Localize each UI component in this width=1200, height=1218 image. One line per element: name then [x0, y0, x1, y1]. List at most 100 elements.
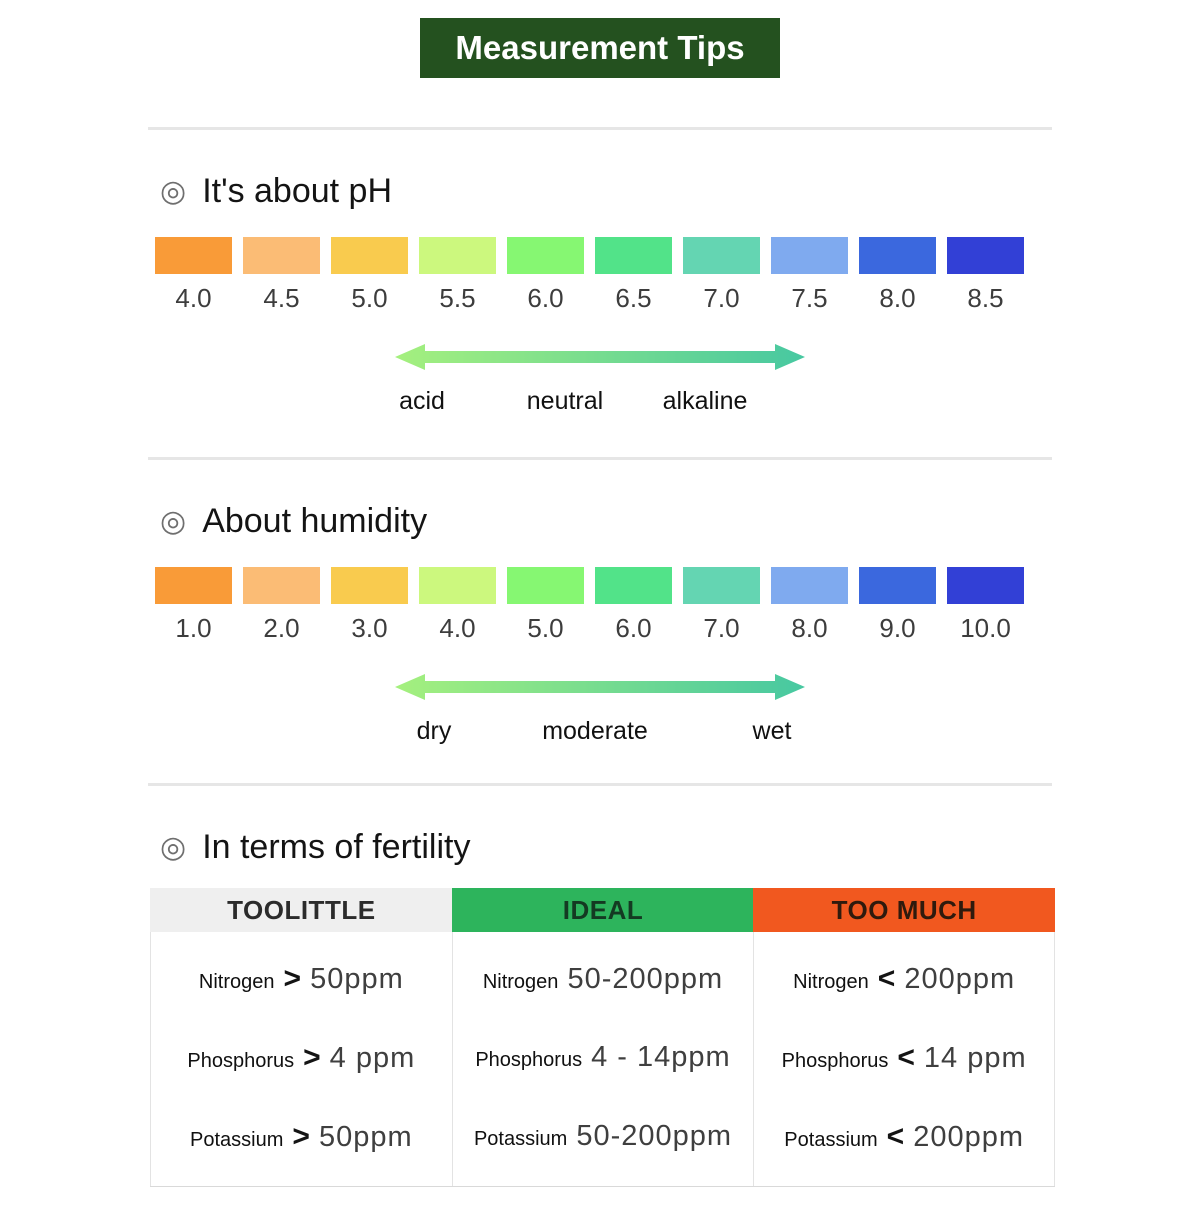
scale-value-label: 3.0 — [351, 613, 388, 643]
scale-cell: 5.0 — [507, 567, 584, 644]
comparison-operator: > — [283, 962, 302, 996]
nutrient-value: 4 - 14ppm — [591, 1041, 731, 1074]
color-swatch — [507, 237, 584, 274]
page-title-banner: Measurement Tips — [420, 18, 780, 78]
color-swatch — [155, 237, 232, 274]
color-swatch — [595, 237, 672, 274]
section-fertility-title: In terms of fertility — [202, 828, 471, 866]
nutrient-value: 50-200ppm — [567, 962, 724, 995]
color-swatch — [683, 567, 760, 604]
scale-cell: 8.5 — [947, 237, 1024, 314]
nutrient-label: Potassium — [784, 1128, 878, 1151]
nutrient-label: Nitrogen — [198, 971, 275, 994]
scale-cell: 8.0 — [859, 237, 936, 314]
scale-value-label: 6.5 — [615, 283, 652, 313]
nutrient-row: Potassium 50-200ppm — [453, 1120, 754, 1153]
scale-cell: 9.0 — [859, 567, 936, 644]
color-swatch — [771, 237, 848, 274]
scale-value-label: 7.0 — [703, 283, 740, 313]
section-ph-title: It's about pH — [202, 172, 393, 210]
section-humidity-heading: ◎ About humidity — [160, 502, 1052, 541]
section-divider — [148, 457, 1052, 460]
color-swatch — [419, 567, 496, 604]
scale-value-label: 1.0 — [175, 613, 212, 643]
nutrient-row: Potassium >50ppm — [151, 1120, 452, 1154]
scale-cell: 8.0 — [771, 567, 848, 644]
scale-value-label: 5.0 — [527, 613, 564, 643]
nutrient-value: 14 ppm — [923, 1041, 1027, 1074]
color-swatch — [331, 237, 408, 274]
nutrient-label: Phosphorus — [781, 1049, 889, 1072]
fertility-column-header: TOOLITTLE — [150, 888, 453, 932]
scale-cell: 2.0 — [243, 567, 320, 644]
scale-value-label: 9.0 — [879, 613, 916, 643]
color-swatch — [859, 237, 936, 274]
scale-cell: 5.0 — [331, 237, 408, 314]
humidity-color-scale: 1.0 2.0 3.0 4.0 5.0 6.0 7.0 8.0 9.0 10.0 — [155, 567, 1052, 644]
fertility-column-header: IDEAL — [451, 888, 755, 932]
humidity-range-arrow: dry moderate wet — [395, 672, 805, 751]
nutrient-row: Phosphorus 4 - 14ppm — [453, 1041, 754, 1074]
scale-cell: 7.0 — [683, 237, 760, 314]
section-humidity-title: About humidity — [202, 502, 428, 540]
scale-cell: 7.5 — [771, 237, 848, 314]
section-fertility: ◎ In terms of fertility TOOLITTLE Nitroge… — [148, 828, 1055, 1187]
section-divider — [148, 783, 1052, 786]
fertility-column-body: Nitrogen 50-200ppm Phosphorus 4 - 14ppm Pota… — [452, 932, 754, 1186]
scale-cell: 4.0 — [419, 567, 496, 644]
nutrient-row: Nitrogen >50ppm — [151, 962, 452, 996]
color-swatch — [947, 237, 1024, 274]
color-swatch — [243, 237, 320, 274]
color-swatch — [331, 567, 408, 604]
nutrient-label: Potassium — [473, 1128, 568, 1151]
ph-color-scale: 4.0 4.5 5.0 5.5 6.0 6.5 7.0 7.5 8.0 8.5 — [155, 237, 1052, 314]
comparison-operator: > — [303, 1040, 321, 1074]
section-divider — [148, 127, 1052, 130]
scale-value-label: 2.0 — [263, 613, 300, 643]
scale-cell: 4.0 — [155, 237, 232, 314]
nutrient-row: Potassium <200ppm — [754, 1120, 1054, 1154]
nutrient-label: Potassium — [190, 1128, 284, 1151]
color-swatch — [507, 567, 584, 604]
color-swatch — [683, 237, 760, 274]
scale-value-label: 8.0 — [879, 283, 916, 313]
humidity-axis-labels: dry moderate wet — [395, 717, 805, 751]
ph-axis-labels: acid neutral alkaline — [395, 387, 805, 421]
scale-value-label: 4.0 — [439, 613, 476, 643]
color-swatch — [243, 567, 320, 604]
bullseye-icon: ◎ — [160, 174, 187, 208]
fertility-column-body: Nitrogen <200ppm Phosphorus <14 ppm Potassiu… — [754, 932, 1054, 1186]
bullseye-icon: ◎ — [160, 504, 187, 538]
fertility-column-body: Nitrogen >50ppm Phosphorus >4 ppm Potassium >… — [151, 932, 452, 1186]
nutrient-value: 200ppm — [904, 963, 1016, 996]
double-arrow-icon — [395, 674, 805, 700]
scale-value-label: 6.0 — [527, 283, 564, 313]
scale-cell: 1.0 — [155, 567, 232, 644]
scale-cell: 10.0 — [947, 567, 1024, 644]
nutrient-label: Nitrogen — [793, 971, 869, 994]
humidity-axis-label-wet: wet — [752, 717, 792, 745]
scale-value-label: 10.0 — [960, 613, 1011, 643]
scale-cell: 7.0 — [683, 567, 760, 644]
nutrient-value: 200ppm — [913, 1120, 1025, 1153]
scale-cell: 3.0 — [331, 567, 408, 644]
humidity-axis-label-dry: dry — [416, 717, 452, 745]
scale-value-label: 8.5 — [967, 283, 1004, 313]
scale-value-label: 7.5 — [791, 283, 828, 313]
color-swatch — [419, 237, 496, 274]
section-fertility-heading: ◎ In terms of fertility — [160, 828, 1052, 867]
nutrient-label: Nitrogen — [482, 970, 559, 993]
nutrient-label: Phosphorus — [475, 1049, 583, 1072]
section-humidity: ◎ About humidity 1.0 2.0 3.0 4.0 5.0 6.0 7.0 8.… — [148, 502, 1052, 751]
color-swatch — [859, 567, 936, 604]
section-ph-heading: ◎ It's about pH — [160, 172, 1052, 211]
bullseye-icon: ◎ — [160, 830, 187, 864]
scale-value-label: 4.5 — [263, 283, 300, 313]
comparison-operator: < — [877, 962, 896, 996]
fertility-column: IDEAL Nitrogen 50-200ppm Phosphorus 4 - 14pp… — [451, 888, 755, 1186]
fertility-column: TOOLITTLE Nitrogen >50ppm Phosphorus >4 ppm P… — [150, 888, 453, 1186]
color-swatch — [155, 567, 232, 604]
ph-axis-label-acid: acid — [399, 387, 445, 415]
section-ph: ◎ It's about pH 4.0 4.5 5.0 5.5 6.0 6.5 7.0 7.5… — [148, 172, 1052, 421]
scale-cell: 6.0 — [507, 237, 584, 314]
